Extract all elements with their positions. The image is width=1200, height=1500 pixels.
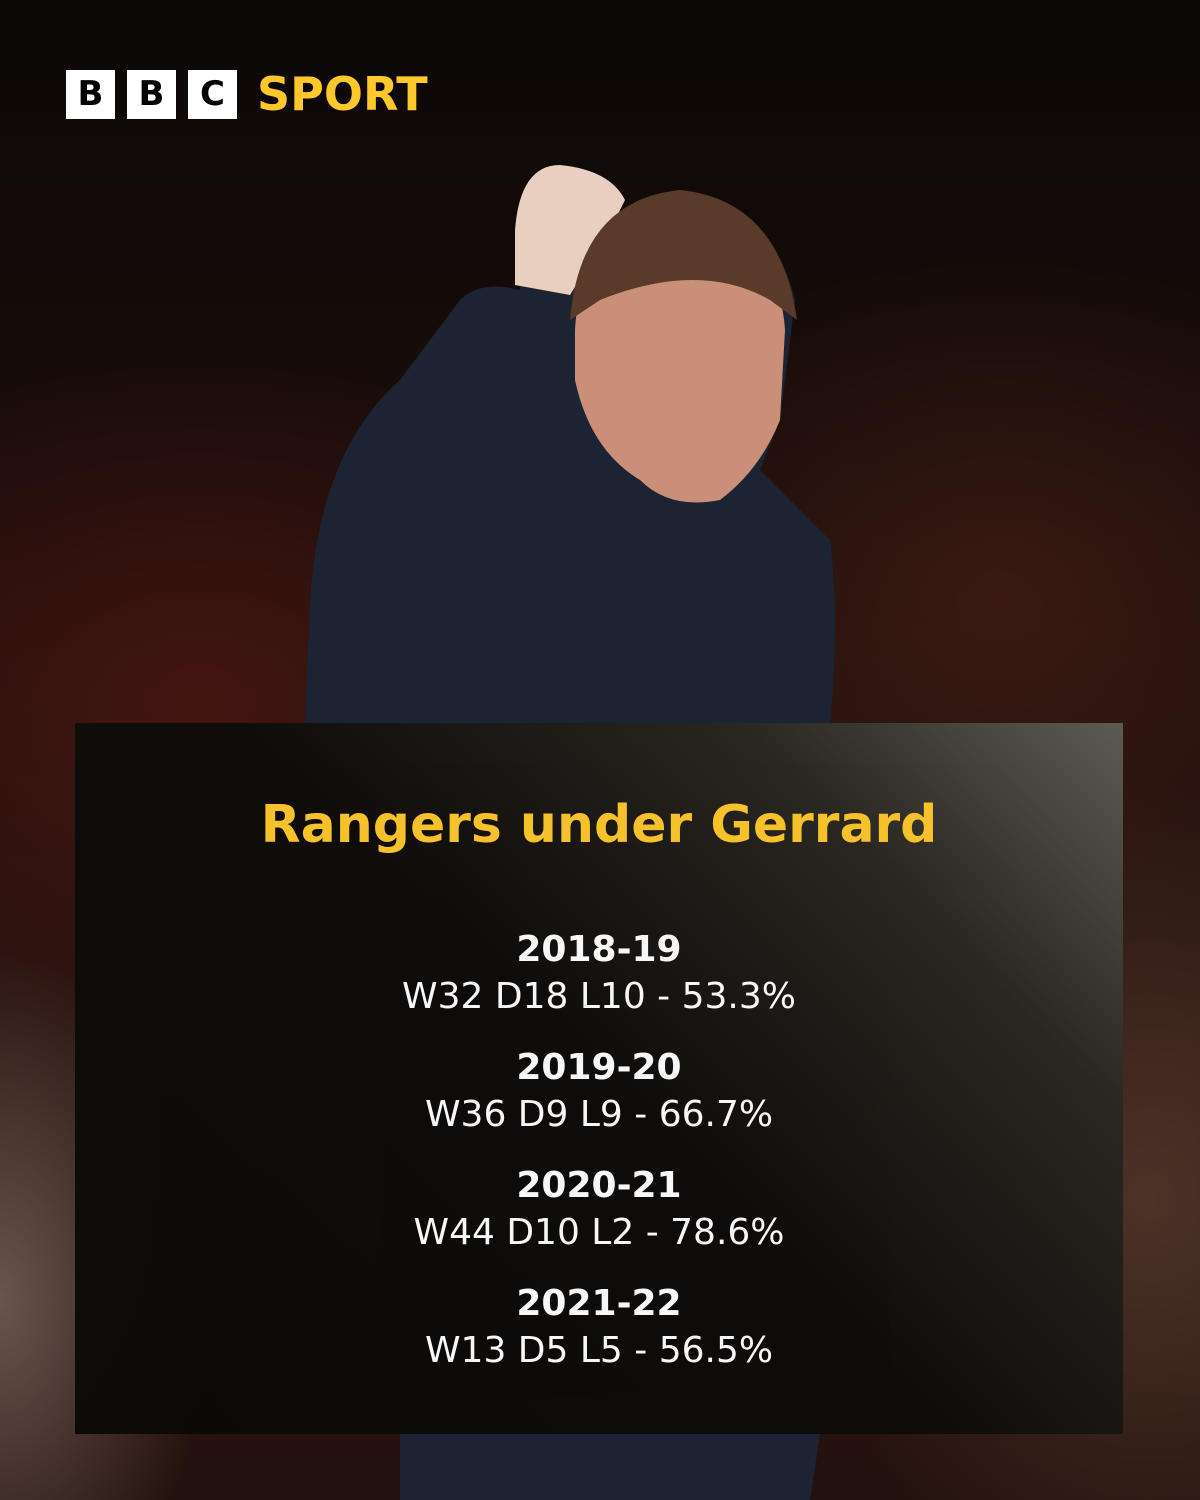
logo-letter: B xyxy=(66,69,115,119)
logo-sport: SPORT xyxy=(257,67,428,121)
season-record: W32 D18 L10 - 53.3% xyxy=(402,976,796,1017)
season-item: 2020-21 W44 D10 L2 - 78.6% xyxy=(75,1163,1123,1257)
season-record: W44 D10 L2 - 78.6% xyxy=(413,1212,785,1253)
season-label: 2018-19 xyxy=(516,929,682,970)
panel-title: Rangers under Gerrard xyxy=(260,795,938,855)
season-label: 2019-20 xyxy=(516,1047,682,1088)
season-item: 2018-19 W32 D18 L10 - 53.3% xyxy=(75,927,1123,1021)
season-label: 2020-21 xyxy=(516,1165,682,1206)
season-list: 2018-19 W32 D18 L10 - 53.3% 2019-20 W36 … xyxy=(75,927,1123,1375)
season-record: W13 D5 L5 - 56.5% xyxy=(424,1330,774,1371)
logo-letter: B xyxy=(127,69,176,119)
season-item: 2021-22 W13 D5 L5 - 56.5% xyxy=(75,1281,1123,1375)
bbc-sport-logo: B B C SPORT xyxy=(66,67,428,121)
stats-panel: Rangers under Gerrard 2018-19 W32 D18 L1… xyxy=(75,723,1123,1434)
season-record: W36 D9 L9 - 66.7% xyxy=(424,1094,774,1135)
season-label: 2021-22 xyxy=(516,1283,682,1324)
season-item: 2019-20 W36 D9 L9 - 66.7% xyxy=(75,1045,1123,1139)
logo-letter: C xyxy=(188,69,237,119)
